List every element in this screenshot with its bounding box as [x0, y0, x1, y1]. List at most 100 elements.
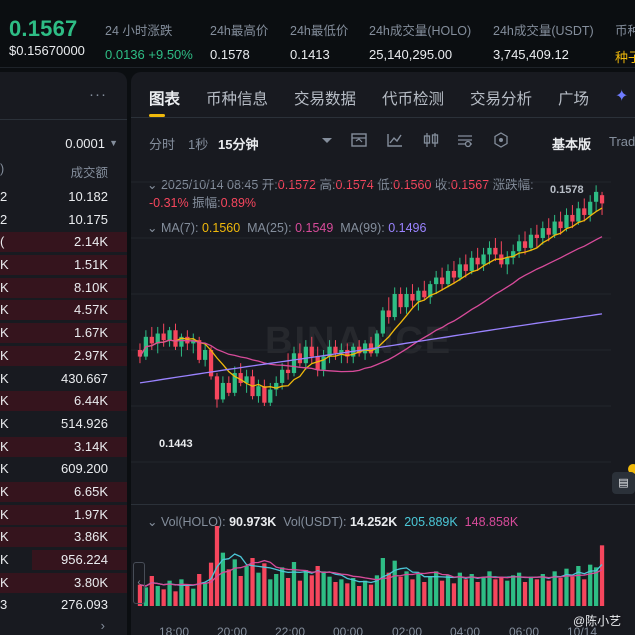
order-book-row[interactable]: K 430.667 — [0, 368, 127, 391]
candle-body — [256, 386, 261, 397]
ai-sparkle-icon[interactable]: ✦ — [615, 88, 629, 105]
volume-bar — [434, 571, 439, 606]
order-book-row[interactable]: 2 10.175 — [0, 209, 127, 232]
hexagon-icon[interactable] — [491, 131, 511, 149]
precision-value: 0.0001 — [65, 136, 105, 151]
volume-bar — [321, 571, 326, 606]
order-book-row[interactable]: K 514.926 — [0, 413, 127, 436]
row-price: K — [0, 574, 9, 590]
chevron-down-icon[interactable] — [317, 131, 337, 149]
volume-chart[interactable] — [131, 510, 611, 610]
tab-coin-info[interactable]: 币种信息 — [206, 91, 269, 108]
precision-select[interactable]: 0.0001 ▼ — [0, 132, 127, 152]
candle-body — [274, 382, 279, 390]
volume-bar — [226, 569, 231, 606]
vol-base-value: 90.973K — [229, 515, 277, 529]
volume-bar — [380, 558, 385, 606]
interval-1s[interactable]: 1秒 — [188, 137, 209, 152]
row-amount: 3.14K — [74, 438, 108, 454]
order-book-row[interactable]: K 956.224 — [0, 549, 127, 572]
tradingview-toggle[interactable]: Trad — [609, 134, 635, 149]
last-price-usd: $0.15670000 — [9, 43, 85, 58]
interval-15m[interactable]: 15分钟 — [218, 137, 259, 152]
basic-version-toggle[interactable]: 基本版 — [552, 137, 592, 152]
order-book-row[interactable]: 2 10.182 — [0, 186, 127, 209]
volume-bar — [593, 567, 599, 606]
candle-body — [191, 340, 196, 344]
stat-label: 24h最低价 — [290, 24, 349, 38]
order-book-row[interactable]: K 6.65K — [0, 481, 127, 504]
volume-bar — [368, 584, 374, 606]
volume-bar — [291, 562, 297, 606]
depth-bar — [0, 255, 127, 276]
order-book-row[interactable]: K 1.67K — [0, 322, 127, 345]
volume-bar — [202, 582, 208, 606]
order-book-row[interactable]: K 3.86K — [0, 526, 127, 549]
chevron-right-icon[interactable]: › — [100, 618, 105, 633]
stat-label: 24h成交量(HOLO) — [369, 24, 472, 38]
vol-ma5-value: 205.889K — [404, 515, 458, 529]
order-book-row[interactable]: K 3.14K — [0, 436, 127, 459]
volume-bar — [250, 558, 255, 606]
order-book-row[interactable]: K 2.97K — [0, 345, 127, 368]
collapse-chevron-icon[interactable]: ⌄ — [147, 178, 158, 192]
volume-bar — [345, 583, 350, 606]
candle-body — [374, 333, 380, 354]
candle-body — [558, 221, 563, 229]
candle-body — [475, 257, 480, 265]
row-price: ( — [0, 234, 5, 250]
order-book-row[interactable]: K 609.200 — [0, 458, 127, 481]
tab-trade-analysis[interactable]: 交易分析 — [470, 91, 533, 108]
candle-body — [410, 294, 415, 301]
candle-body — [309, 346, 314, 357]
candle-body — [280, 369, 285, 383]
order-book-row[interactable]: (2.14K — [0, 231, 127, 254]
collapse-chevron-icon[interactable]: ⌄ — [147, 221, 158, 235]
volume-bar — [457, 572, 462, 606]
volume-bar — [576, 566, 581, 606]
row-amount: 1.67K — [74, 325, 108, 341]
volume-bar — [463, 579, 468, 606]
volume-bar — [143, 587, 149, 606]
more-dots-icon[interactable]: ··· — [89, 86, 107, 103]
row-amount: 3.86K — [74, 529, 108, 545]
candle-type-icon[interactable] — [421, 131, 441, 149]
volume-bar — [285, 578, 291, 606]
volume-bar — [262, 563, 267, 606]
scroll-left-button[interactable]: ‹ — [133, 562, 145, 604]
tab-trade-data[interactable]: 交易数据 — [294, 91, 357, 108]
time-tick: 20:00 — [217, 625, 248, 635]
order-book-row[interactable]: K 6.44K — [0, 390, 127, 413]
settings-sliders-icon[interactable] — [455, 131, 475, 149]
depth-bar — [0, 345, 127, 366]
candle-body — [339, 350, 344, 354]
collapse-chevron-icon[interactable]: ⌄ — [147, 515, 158, 529]
draw-line-icon[interactable] — [385, 131, 405, 149]
order-book-row[interactable]: K 8.10K — [0, 277, 127, 300]
row-amount: 4.57K — [74, 302, 108, 318]
order-book-row[interactable]: K 3.80K — [0, 572, 127, 595]
order-book-row[interactable]: 3 276.093 — [0, 594, 127, 617]
volume-bar — [511, 575, 516, 606]
candle-body — [516, 241, 522, 252]
interval-time[interactable]: 分时 — [149, 137, 176, 152]
order-book-row[interactable]: K 4.57K — [0, 299, 127, 322]
tab-square[interactable]: 广场 — [558, 91, 590, 108]
candle-body — [285, 369, 291, 374]
position-panel-button[interactable]: ▤ — [612, 472, 635, 494]
order-book-row[interactable]: K 1.97K — [0, 504, 127, 527]
candlestick-chart[interactable] — [131, 162, 611, 492]
indicator-icon[interactable] — [349, 131, 369, 149]
tab-chart[interactable]: 图表 — [149, 91, 181, 108]
row-amount: 2.14K — [74, 234, 108, 250]
volume-bar — [161, 589, 166, 606]
ma25-value: 0.1549 — [295, 221, 334, 235]
tab-token-check[interactable]: 代币检测 — [382, 91, 445, 108]
order-book-row[interactable]: K 1.51K — [0, 254, 127, 277]
volume-bar — [582, 579, 587, 606]
time-axis: 18:00 20:00 22:00 00:00 02:00 04:00 06:00 10/14 — [131, 620, 635, 635]
stat-seed-tag[interactable]: 币种 种子 — [615, 20, 635, 66]
volume-bar — [398, 576, 403, 606]
stat-24h-high: 24h最高价 0.1578 — [210, 20, 268, 62]
candle-body — [582, 208, 587, 215]
